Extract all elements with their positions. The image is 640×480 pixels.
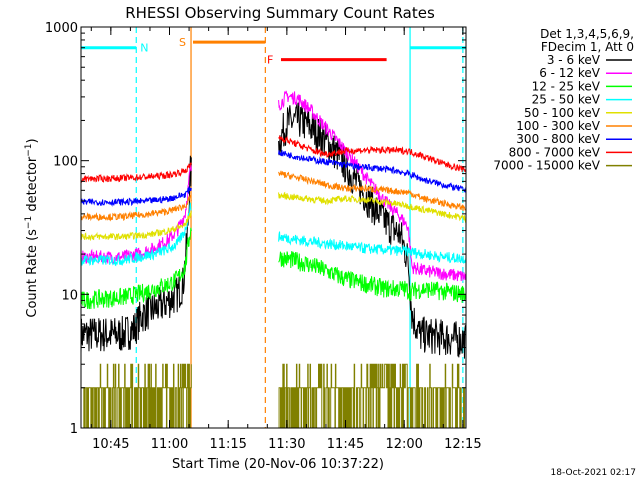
x-axis-label: Start Time (20-Nov-06 10:37:22) [172, 457, 384, 472]
series-line-3 [80, 202, 467, 267]
series-line-2 [80, 227, 467, 310]
y-axis-label-part: Count Rate (s [25, 229, 40, 318]
legend-label: 7000 - 15000 keV [493, 159, 600, 173]
legend-label: 50 - 100 keV [524, 106, 601, 120]
x-axis: 10:45 11:00 11:15 11:30 11:45 12:00 12:15 [90, 27, 482, 452]
x-tick-label: 12:15 [444, 437, 481, 452]
x-tick-label: 11:45 [327, 437, 364, 452]
series-line-6 [80, 149, 467, 207]
y-axis-label-part: detector [25, 156, 40, 216]
timestamp: 18-Oct-2021 02:17 [551, 468, 636, 478]
y-tick-label: 10 [61, 288, 78, 303]
y-axis-label: Count Rate (s−1 detector−1) [24, 138, 40, 317]
x-tick-label: 11:00 [151, 437, 188, 452]
x-tick-label: 11:30 [268, 437, 305, 452]
boundary-layer [135, 27, 464, 428]
y-axis-label-part: ) [25, 138, 40, 143]
series-line-7 [80, 134, 467, 184]
y-axis: 1 10 100 1000 [45, 21, 466, 437]
legend-header: Det 1,3,4,5,6,9, [540, 27, 634, 41]
y-axis-label-sup: −1 [24, 143, 34, 156]
legend-label: 100 - 300 keV [516, 119, 600, 133]
plot-frame [80, 26, 467, 429]
x-tick-label: 11:15 [209, 437, 246, 452]
chart-title: RHESSI Observing Summary Count Rates [125, 4, 435, 22]
legend-label: 300 - 800 keV [516, 132, 600, 146]
flag-label-N: N [140, 42, 148, 55]
flag-label-F: F [267, 54, 273, 67]
legend-header: FDecim 1, Att 0 [541, 40, 634, 54]
flag-label-S: S [179, 36, 186, 49]
x-tick-label: 12:00 [385, 437, 422, 452]
y-tick-label: 1 [70, 422, 78, 437]
series-line-4 [80, 191, 467, 242]
series-line-5 [80, 170, 467, 222]
legend-label: 3 - 6 keV [547, 53, 601, 67]
legend-label: 6 - 12 keV [539, 66, 601, 80]
x-tick-label: 10:45 [92, 437, 129, 452]
y-tick-label: 100 [53, 155, 78, 170]
legend: Det 1,3,4,5,6,9, FDecim 1, Att 0 3 - 6 k… [493, 27, 634, 173]
series-line-0 [80, 101, 467, 359]
legend-label: 12 - 25 keV [532, 79, 601, 93]
y-axis-label-sup: −1 [24, 216, 34, 229]
legend-label: 25 - 50 keV [532, 93, 601, 107]
flags-layer: N S F [81, 36, 466, 67]
series-layer [80, 90, 467, 429]
legend-label: 800 - 7000 keV [509, 145, 601, 159]
y-tick-label: 1000 [45, 21, 78, 36]
